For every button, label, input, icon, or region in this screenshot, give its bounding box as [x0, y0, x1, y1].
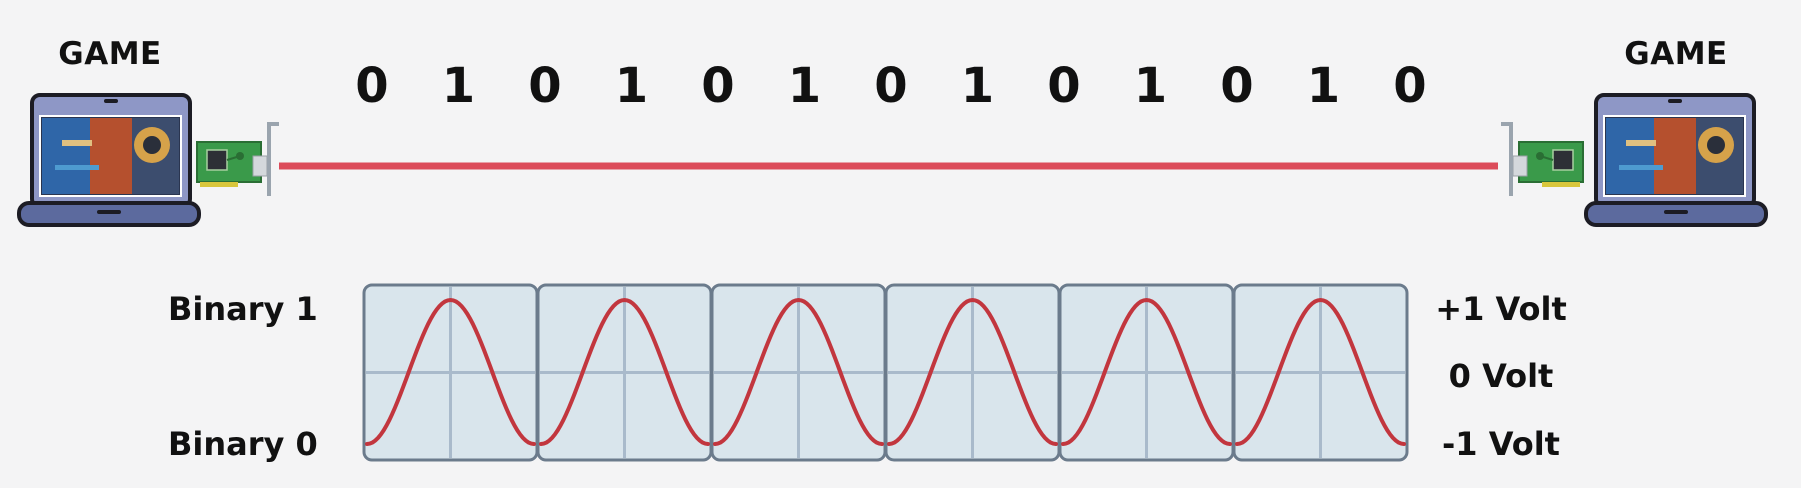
bit-digit: 0 [355, 58, 389, 114]
bit-digit: 0 [528, 58, 562, 114]
bit-digit: 0 [1220, 58, 1254, 114]
bit-digit: 0 [1047, 58, 1081, 114]
signal-wave [1061, 297, 1232, 446]
bit-digit: 0 [701, 58, 735, 114]
right-laptop-icon [1584, 93, 1768, 227]
signal-wave [713, 297, 884, 446]
binary-0-label: Binary 0 [168, 425, 318, 463]
binary-1-label: Binary 1 [168, 290, 318, 328]
zero-volt-label: 0 Volt [1448, 357, 1554, 395]
signal-wave [887, 297, 1058, 446]
bit-digit: 1 [960, 58, 995, 114]
bit-digit: 1 [787, 58, 822, 114]
signal-wave [1235, 297, 1406, 446]
left-device-label: GAME [58, 36, 162, 72]
right-network-card-icon [1501, 122, 1584, 196]
bit-digit: 1 [441, 58, 476, 114]
left-laptop-icon [17, 93, 201, 227]
left-network-card-icon [196, 122, 279, 196]
minus-one-volt-label: -1 Volt [1442, 425, 1560, 463]
signal-wave [365, 297, 536, 446]
bit-digit: 0 [1393, 58, 1427, 114]
bit-digit: 0 [874, 58, 908, 114]
signal-wave [539, 297, 710, 446]
bit-digit: 1 [1133, 58, 1168, 114]
bit-digit: 1 [614, 58, 649, 114]
signal-panels [362, 283, 1409, 462]
right-device-label: GAME [1624, 36, 1728, 72]
plus-one-volt-label: +1 Volt [1435, 290, 1567, 328]
bit-digit: 1 [1306, 58, 1341, 114]
